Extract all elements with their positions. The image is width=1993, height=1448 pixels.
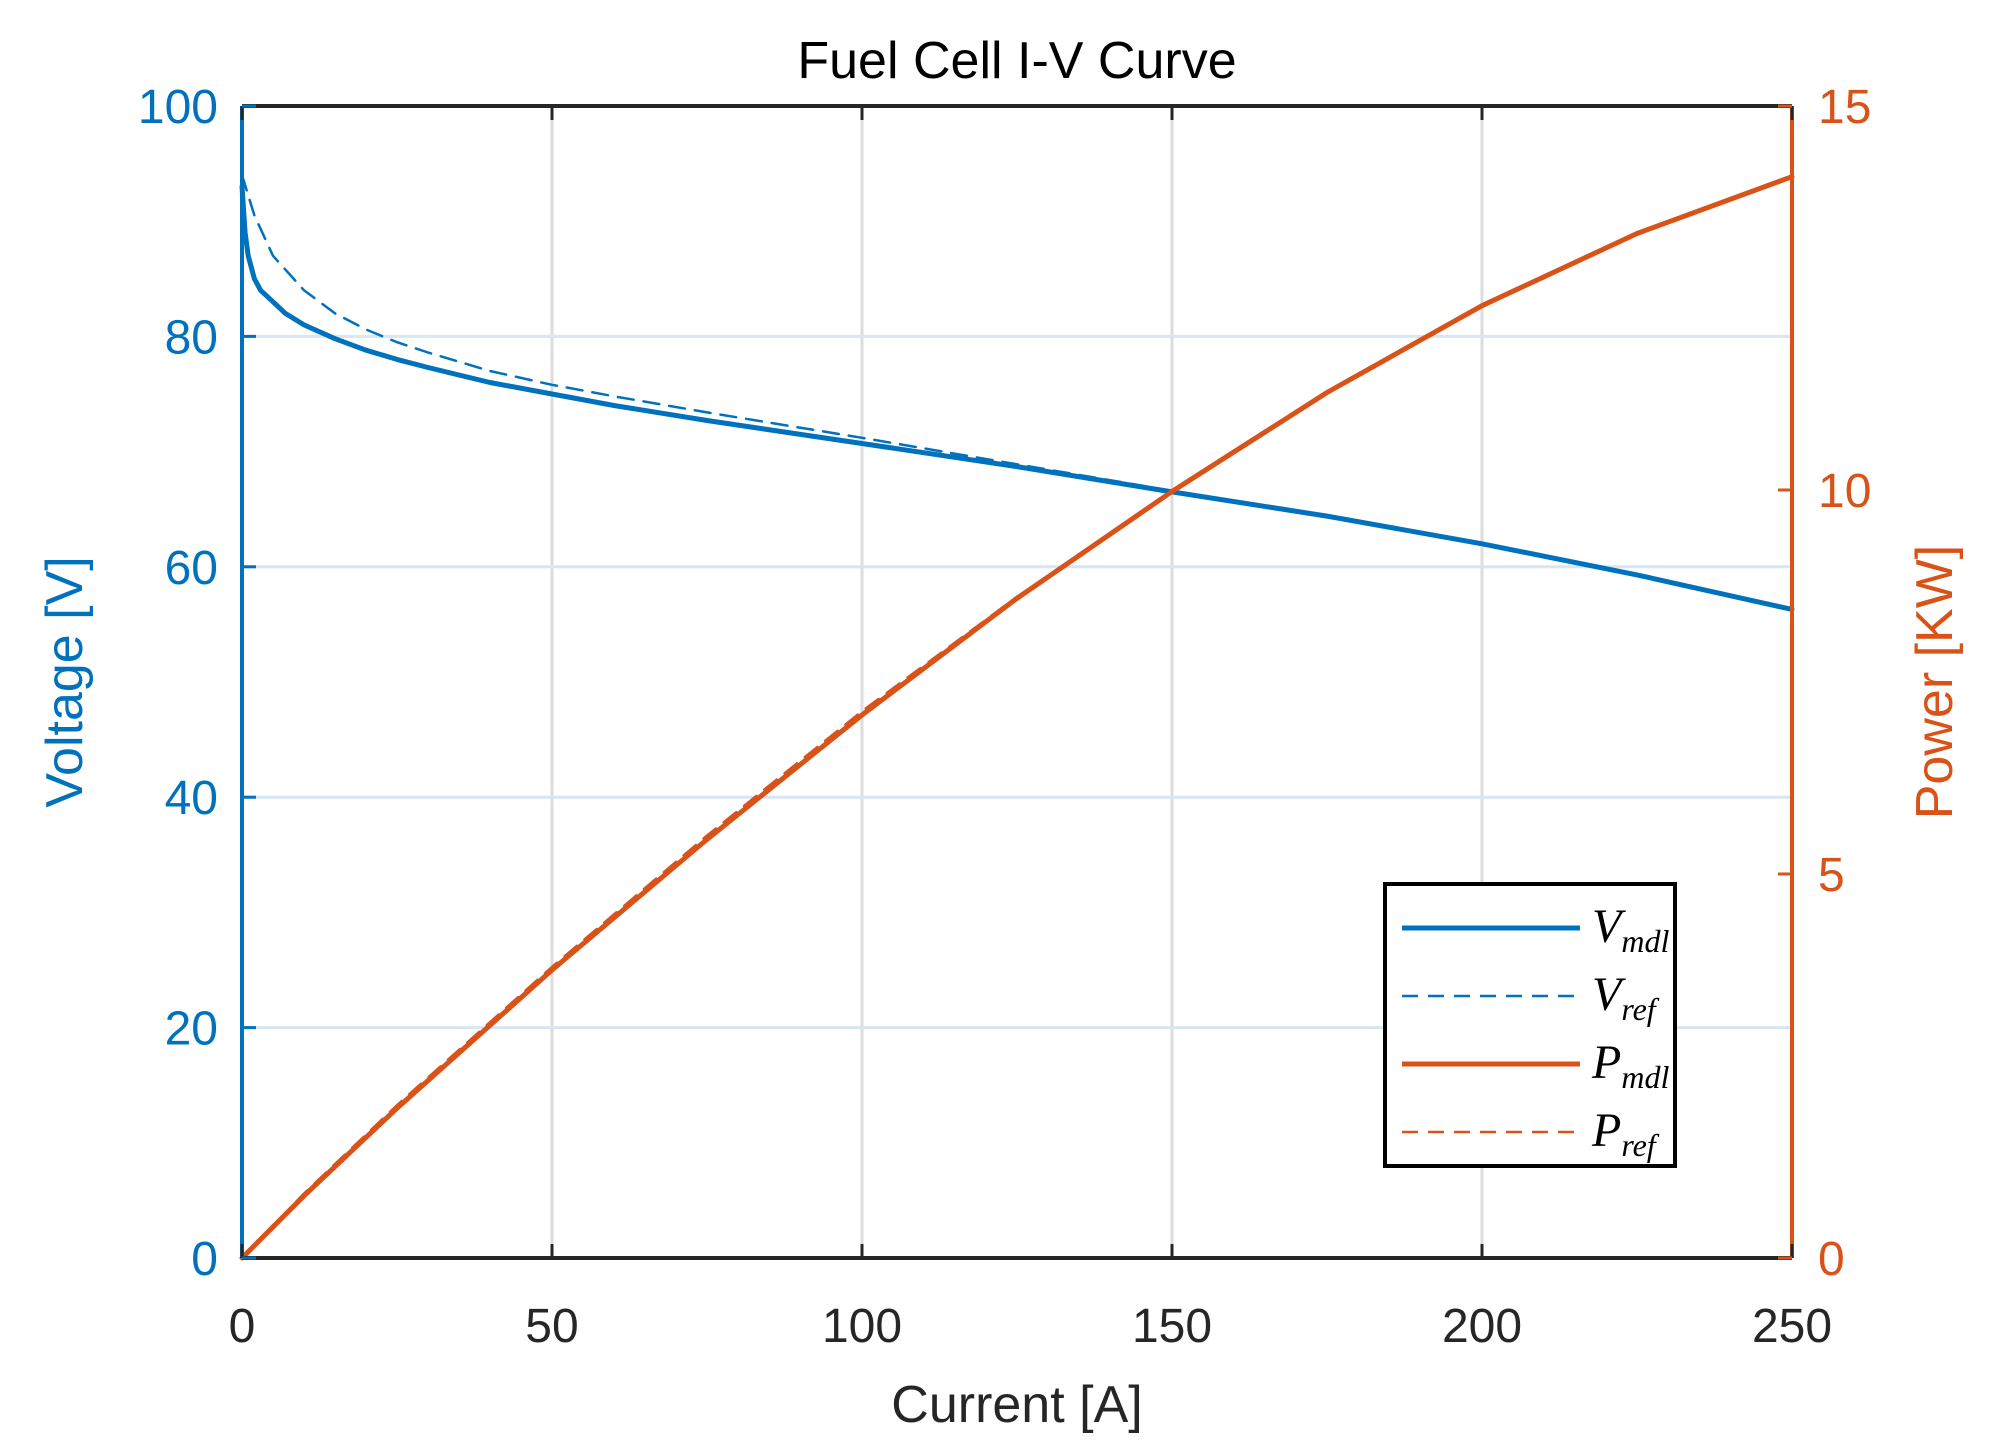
- legend-label-p-mdl: Pmdl: [1591, 1036, 1669, 1095]
- y-axis-right-label: Power [KW]: [1906, 545, 1964, 820]
- x-tick-label: 50: [525, 1300, 578, 1353]
- legend-label-main: P: [1591, 1036, 1621, 1089]
- x-tick-label: 100: [822, 1300, 902, 1353]
- legend-label-sub: ref: [1621, 1127, 1659, 1163]
- series-line-v-ref: [240, 173, 1794, 611]
- y-right-tick-label: 15: [1818, 81, 1871, 134]
- x-tick-label: 0: [229, 1300, 256, 1353]
- legend-label-sub: mdl: [1621, 923, 1669, 959]
- tick-labels: 0 50 100 150 200 250 0 20 40 60 80 100 0 5 10 15: [138, 81, 1871, 1353]
- y-left-tick-label: 80: [165, 311, 218, 364]
- legend-label-main: V: [1592, 968, 1626, 1021]
- y-left-tick-label: 40: [165, 772, 218, 825]
- legend-label-v-ref: Vref: [1592, 968, 1660, 1027]
- legend-label-v-mdl: Vmdl: [1592, 900, 1669, 959]
- y-left-tick-label: 20: [165, 1003, 218, 1056]
- y-right-tick-label: 0: [1818, 1233, 1845, 1286]
- legend-label-sub: mdl: [1621, 1059, 1669, 1095]
- y-left-tick-label: 100: [138, 81, 218, 134]
- x-tick-label: 200: [1442, 1300, 1522, 1353]
- legend-label-p-ref: Pref: [1591, 1104, 1660, 1163]
- series-lines: [239, 173, 1795, 1261]
- legend-label-main: V: [1592, 900, 1626, 953]
- y-right-tick-label: 5: [1818, 849, 1845, 902]
- legend-label-main: P: [1591, 1104, 1621, 1157]
- x-axis-label: Current [A]: [891, 1376, 1142, 1434]
- legend-label-sub: ref: [1621, 991, 1659, 1027]
- y-left-tick-label: 60: [165, 542, 218, 595]
- legend-box: [1383, 882, 1677, 1168]
- x-tick-label: 150: [1132, 1300, 1212, 1353]
- y-right-tick-label: 10: [1818, 465, 1871, 518]
- chart-title: Fuel Cell I-V Curve: [797, 32, 1236, 90]
- series-line-p-ref: [240, 175, 1794, 1260]
- x-tick-label: 250: [1752, 1300, 1832, 1353]
- y-left-tick-label: 0: [191, 1233, 218, 1286]
- axes-frame: [240, 104, 1794, 1260]
- y-axis-left-label: Voltage [V]: [36, 556, 94, 808]
